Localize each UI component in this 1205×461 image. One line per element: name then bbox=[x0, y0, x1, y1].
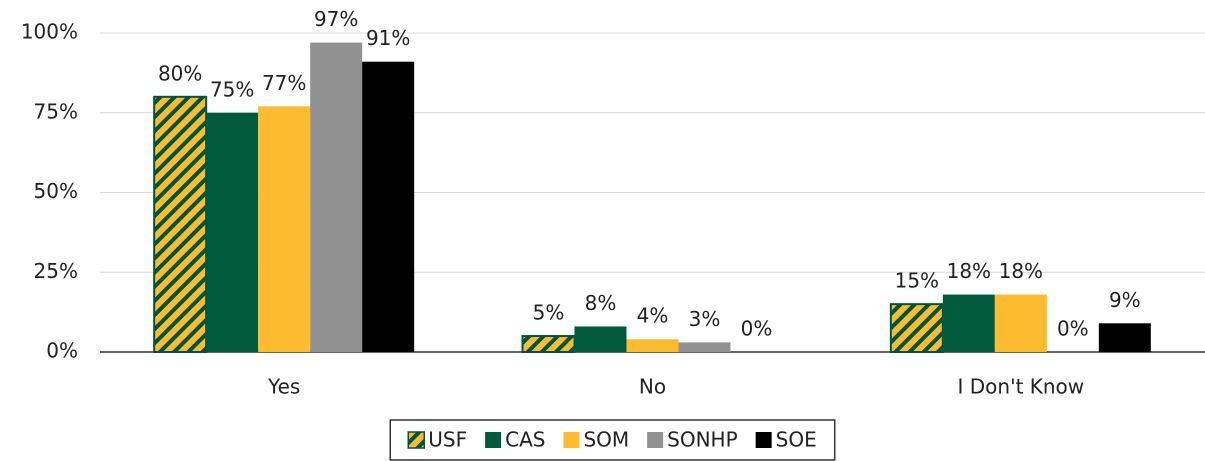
bar bbox=[1098, 323, 1151, 352]
data-label: 5% bbox=[533, 301, 565, 325]
bar bbox=[258, 106, 311, 353]
legend-swatch bbox=[563, 432, 580, 448]
bar bbox=[574, 326, 627, 352]
data-label: 3% bbox=[689, 307, 721, 331]
bar bbox=[153, 95, 208, 353]
x-tick-label: No bbox=[639, 375, 666, 399]
bar bbox=[626, 339, 679, 352]
legend-label: CAS bbox=[505, 428, 545, 452]
legend-swatch bbox=[485, 432, 502, 448]
bar bbox=[678, 342, 731, 352]
y-tick-label: 100% bbox=[21, 20, 78, 44]
legend-swatch bbox=[755, 432, 772, 448]
data-label: 77% bbox=[262, 71, 306, 95]
data-label: 80% bbox=[158, 61, 202, 85]
legend-swatch bbox=[407, 431, 426, 449]
data-label: 97% bbox=[314, 7, 358, 31]
bar bbox=[362, 61, 415, 353]
x-tick-label: Yes bbox=[267, 375, 300, 399]
legend-swatch bbox=[647, 432, 664, 448]
y-tick-label: 50% bbox=[34, 179, 78, 203]
legend-label: SONHP bbox=[667, 428, 738, 452]
data-label: 18% bbox=[999, 259, 1043, 283]
data-label: 15% bbox=[895, 269, 939, 293]
bar bbox=[206, 112, 259, 352]
bar bbox=[310, 42, 363, 352]
data-label: 8% bbox=[585, 291, 617, 315]
data-label: 0% bbox=[741, 317, 773, 341]
data-label: 0% bbox=[1057, 317, 1089, 341]
legend-label: SOM bbox=[583, 428, 629, 452]
bar bbox=[521, 335, 576, 353]
data-label: 75% bbox=[210, 77, 254, 101]
y-tick-label: 25% bbox=[34, 259, 78, 283]
data-label: 4% bbox=[637, 304, 669, 328]
bar bbox=[942, 294, 995, 352]
x-tick-label: I Don't Know bbox=[958, 375, 1085, 399]
bar bbox=[889, 303, 944, 353]
legend-label: USF bbox=[428, 428, 467, 452]
bar bbox=[994, 294, 1047, 352]
data-label: 9% bbox=[1109, 288, 1141, 312]
data-label: 91% bbox=[366, 26, 410, 50]
y-tick-label: 75% bbox=[34, 99, 78, 123]
data-label: 18% bbox=[947, 259, 991, 283]
legend-label: SOE bbox=[776, 428, 817, 452]
y-tick-label: 0% bbox=[46, 339, 78, 363]
